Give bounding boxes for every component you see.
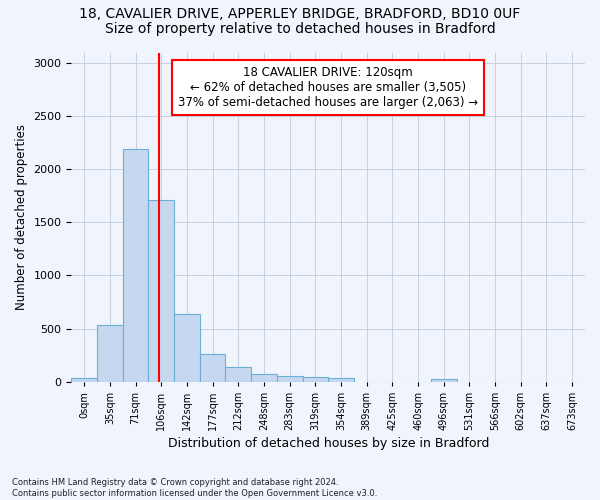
- X-axis label: Distribution of detached houses by size in Bradford: Distribution of detached houses by size …: [167, 437, 489, 450]
- Bar: [200, 354, 226, 382]
- Bar: [123, 149, 148, 382]
- Text: 18 CAVALIER DRIVE: 120sqm
← 62% of detached houses are smaller (3,505)
37% of se: 18 CAVALIER DRIVE: 120sqm ← 62% of detac…: [178, 66, 478, 108]
- Bar: [97, 326, 123, 382]
- Text: Size of property relative to detached houses in Bradford: Size of property relative to detached ho…: [104, 22, 496, 36]
- Bar: [302, 378, 328, 382]
- Bar: [431, 379, 457, 382]
- Bar: [251, 374, 277, 382]
- Y-axis label: Number of detached properties: Number of detached properties: [15, 124, 28, 310]
- Bar: [148, 200, 174, 382]
- Bar: [226, 367, 251, 382]
- Text: Contains HM Land Registry data © Crown copyright and database right 2024.
Contai: Contains HM Land Registry data © Crown c…: [12, 478, 377, 498]
- Bar: [71, 378, 97, 382]
- Text: 18, CAVALIER DRIVE, APPERLEY BRIDGE, BRADFORD, BD10 0UF: 18, CAVALIER DRIVE, APPERLEY BRIDGE, BRA…: [79, 8, 521, 22]
- Bar: [277, 376, 302, 382]
- Bar: [328, 378, 354, 382]
- Bar: [174, 314, 200, 382]
